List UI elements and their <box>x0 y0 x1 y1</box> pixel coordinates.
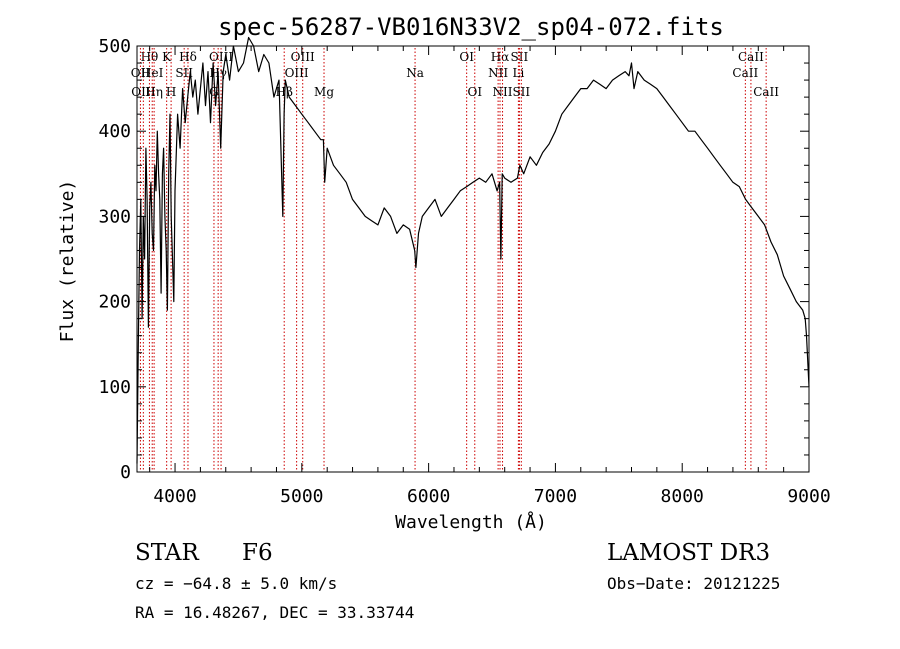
x-axis-ticks: 4000 5000 6000 7000 8000 9000 <box>149 46 831 507</box>
x-axis-label: Wavelength (Å) <box>395 511 547 533</box>
redshift-velocity: cz = −64.8 ± 5.0 km/s <box>135 574 338 593</box>
observation-date: Obs−Date: 20121225 <box>607 574 781 593</box>
y-axis-label: Flux (relative) <box>57 180 78 343</box>
line-marker-label-8: Hδ <box>179 50 197 64</box>
x-tick-label-1: 5000 <box>280 486 323 507</box>
line-marker-label-5: K <box>162 50 172 64</box>
line-marker-label-11: G <box>209 85 219 99</box>
x-tick-label-3: 7000 <box>534 486 577 507</box>
y-tick-label-0: 0 <box>120 462 131 483</box>
line-marker-label-16: Na <box>406 66 424 80</box>
line-marker-label-24: SII <box>512 85 530 99</box>
survey-name: LAMOST DR3 <box>607 540 771 566</box>
y-tick-label-4: 400 <box>98 121 131 142</box>
spectral-subclass: F6 <box>242 540 273 566</box>
line-marker-label-17: OI <box>459 50 474 64</box>
line-marker-label-1: OII <box>131 66 151 80</box>
line-marker-label-4: HeI <box>141 66 164 80</box>
line-marker-label-15: Mg <box>314 85 334 99</box>
sky-coordinates: RA = 16.48267, DEC = 33.33744 <box>135 603 415 622</box>
y-tick-label-2: 200 <box>98 292 131 313</box>
line-marker-label-21: NII <box>493 85 513 99</box>
line-marker-label-18: OI <box>467 85 482 99</box>
line-marker-label-9: OIII <box>209 50 233 64</box>
line-marker-label-27: CaII <box>753 85 779 99</box>
y-tick-label-3: 300 <box>98 206 131 227</box>
object-class: STAR <box>135 540 199 566</box>
x-tick-label-4: 8000 <box>661 486 704 507</box>
line-marker-label-23: Li <box>512 66 524 80</box>
plot-frame <box>136 45 810 473</box>
line-marker-label-0: Hθ <box>141 50 159 64</box>
line-marker-label-22: SII <box>511 50 529 64</box>
line-marker-label-19: Hα <box>491 50 510 64</box>
line-marker-label-6: SII <box>175 66 193 80</box>
line-marker-label-25: CaII <box>738 50 764 64</box>
y-tick-label-5: 500 <box>98 36 131 57</box>
line-marker-label-12: OIII <box>291 50 315 64</box>
chart-title: spec-56287-VB016N33V2_sp04-072.fits <box>218 13 724 41</box>
line-marker-label-26: CaII <box>732 66 758 80</box>
line-marker-label-3: Hη <box>145 85 163 99</box>
flux-series-line <box>136 36 810 464</box>
y-tick-label-1: 100 <box>98 377 131 398</box>
line-marker-label-7: H <box>166 85 176 99</box>
y-axis-ticks: 0 100 200 300 400 500 <box>98 36 809 483</box>
x-tick-label-2: 6000 <box>407 486 450 507</box>
line-marker-label-13: OIII <box>285 66 309 80</box>
line-marker-label-20: NII <box>488 66 508 80</box>
x-tick-label-5: 9000 <box>787 486 830 507</box>
x-tick-label-0: 4000 <box>153 486 196 507</box>
